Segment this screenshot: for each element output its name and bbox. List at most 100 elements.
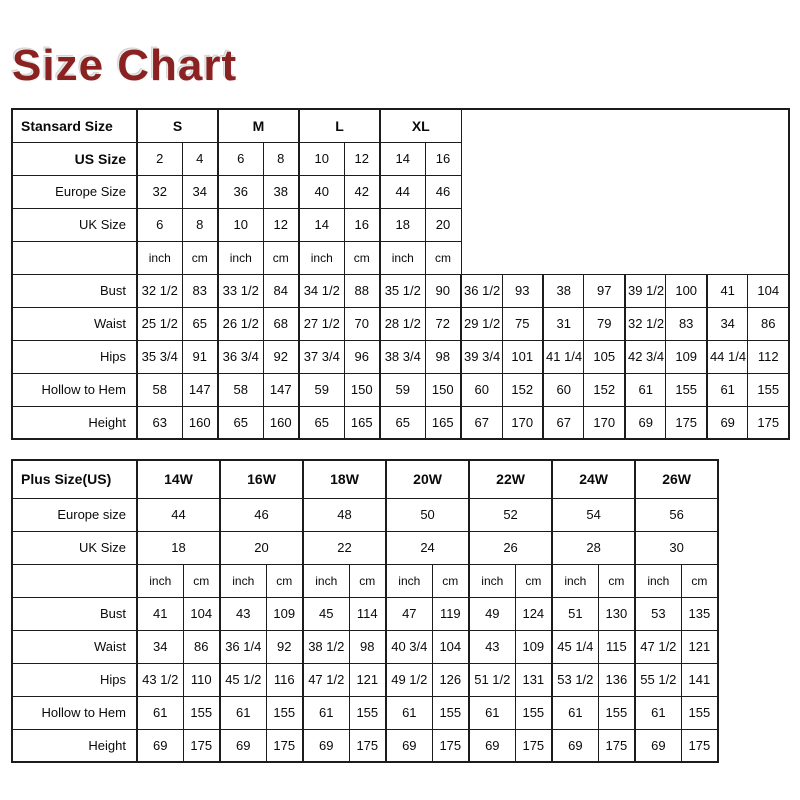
corner-label: Stansard Size: [11, 108, 138, 143]
measurement-row: Waist 25 1/2 65 26 1/2 68 27 1/2 70 28 1/2 72 29 …: [11, 306, 790, 341]
measurement-value: 69: [385, 728, 433, 763]
measurement-value: 35 1/2: [379, 273, 426, 308]
row-value: 34: [181, 174, 219, 209]
row-value: 46: [219, 497, 305, 532]
measurement-value: 38 3/4: [379, 339, 426, 374]
measurement-value: 109: [665, 339, 708, 374]
measurement-label: Bust: [11, 596, 138, 631]
row-value: 44: [136, 497, 222, 532]
measurement-value: 45 1/2: [219, 662, 267, 697]
measurement-value: 47: [385, 596, 433, 631]
row-value: 50: [385, 497, 471, 532]
measurement-value: 28 1/2: [379, 306, 426, 341]
table-header-row: Plus Size(US) 14W 16W 18W 20W 22W 24W 26W: [11, 459, 719, 499]
measurement-value: 152: [501, 372, 544, 407]
measurement-value: 39 3/4: [460, 339, 503, 374]
measurement-value: 175: [514, 728, 554, 763]
size-group-header: 20W: [385, 459, 471, 499]
measurement-value: 61: [219, 695, 267, 730]
row-value: 16: [343, 207, 382, 242]
measurement-value: 36 1/4: [219, 629, 267, 664]
measurement-value: 69: [219, 728, 267, 763]
measurement-value: 170: [501, 405, 544, 440]
measurement-value: 37 3/4: [298, 339, 345, 374]
measurement-value: 68: [262, 306, 301, 341]
measurement-value: 65: [298, 405, 345, 440]
size-group-header: S: [136, 108, 219, 143]
measurement-value: 165: [424, 405, 463, 440]
measurement-value: 175: [182, 728, 222, 763]
measurement-label: Height: [11, 728, 138, 763]
measurement-value: 53 1/2: [551, 662, 599, 697]
measurement-value: 65: [181, 306, 219, 341]
unit-cm-label: cm: [182, 563, 222, 598]
measurement-value: 155: [348, 695, 388, 730]
measurement-value: 36 1/2: [460, 273, 503, 308]
measurement-value: 61: [551, 695, 599, 730]
page-title: Size Chart: [12, 41, 238, 90]
unit-cm-label: cm: [348, 563, 388, 598]
size-group-header: 24W: [551, 459, 637, 499]
row-value: 14: [379, 141, 426, 176]
measurement-value: 155: [665, 372, 708, 407]
measurement-value: 155: [680, 695, 719, 730]
measurement-value: 58: [136, 372, 183, 407]
measurement-value: 175: [597, 728, 637, 763]
measurement-value: 69: [551, 728, 599, 763]
measurement-value: 83: [665, 306, 708, 341]
measurement-value: 49: [468, 596, 516, 631]
unit-inch-label: inch: [468, 563, 516, 598]
measurement-value: 88: [343, 273, 382, 308]
unit-cm-label: cm: [343, 240, 382, 275]
measurement-value: 67: [460, 405, 503, 440]
measurement-value: 110: [182, 662, 222, 697]
measurement-value: 119: [431, 596, 471, 631]
measurement-value: 86: [182, 629, 222, 664]
measurement-value: 60: [542, 372, 585, 407]
measurement-value: 44 1/4: [706, 339, 749, 374]
size-group-header: 22W: [468, 459, 554, 499]
row-value: 46: [424, 174, 462, 209]
measurement-value: 41 1/4: [542, 339, 585, 374]
measurement-value: 98: [424, 339, 463, 374]
measurement-value: 130: [597, 596, 637, 631]
measurement-value: 141: [680, 662, 719, 697]
table-header-row: Stansard Size S M L XL: [11, 108, 789, 143]
measurement-row: Hollow to Hem 61 155 61 155 61 155 61 155 61 155 61…: [11, 695, 719, 730]
measurement-row: Height 69 175 69 175 69 175 69 175 69 175 69 175 69 17…: [11, 728, 719, 763]
measurement-value: 51 1/2: [468, 662, 516, 697]
measurement-value: 104: [431, 629, 471, 664]
row-value: 22: [302, 530, 388, 565]
unit-inch-label: inch: [136, 240, 183, 275]
table-row: US Size 2 4 6 8 10 12 14 16: [11, 141, 789, 176]
unit-header-row: inch cm inch cm inch cm inch cm inch cm inch cm inch…: [11, 563, 719, 598]
size-group-header: L: [298, 108, 382, 143]
measurement-row: Hips 43 1/2 110 45 1/2 116 47 1/2 121 49 1/2 126…: [11, 662, 719, 697]
row-label: Europe size: [11, 497, 138, 532]
unit-cm-label: cm: [514, 563, 554, 598]
measurement-value: 61: [706, 372, 749, 407]
row-value: 10: [217, 207, 264, 242]
measurement-value: 175: [348, 728, 388, 763]
measurement-value: 34 1/2: [298, 273, 345, 308]
measurement-value: 34: [706, 306, 749, 341]
unit-header-row: inch cm inch cm inch cm inch cm: [11, 240, 789, 275]
measurement-value: 90: [424, 273, 463, 308]
measurement-value: 40 3/4: [385, 629, 433, 664]
row-label: US Size: [11, 141, 138, 176]
measurement-value: 27 1/2: [298, 306, 345, 341]
measurement-row: Bust 32 1/2 83 33 1/2 84 34 1/2 88 35 1/2 90 36 1…: [11, 273, 790, 308]
measurement-value: 91: [181, 339, 219, 374]
measurement-value: 69: [706, 405, 749, 440]
measurement-value: 61: [468, 695, 516, 730]
measurement-value: 155: [431, 695, 471, 730]
size-group-header: M: [217, 108, 301, 143]
row-value: 2: [136, 141, 183, 176]
measurement-value: 43 1/2: [136, 662, 184, 697]
row-label: UK Size: [11, 530, 138, 565]
measurement-value: 155: [514, 695, 554, 730]
unit-cm-label: cm: [262, 240, 301, 275]
measurement-value: 38 1/2: [302, 629, 350, 664]
unit-row-blank: [11, 240, 138, 275]
